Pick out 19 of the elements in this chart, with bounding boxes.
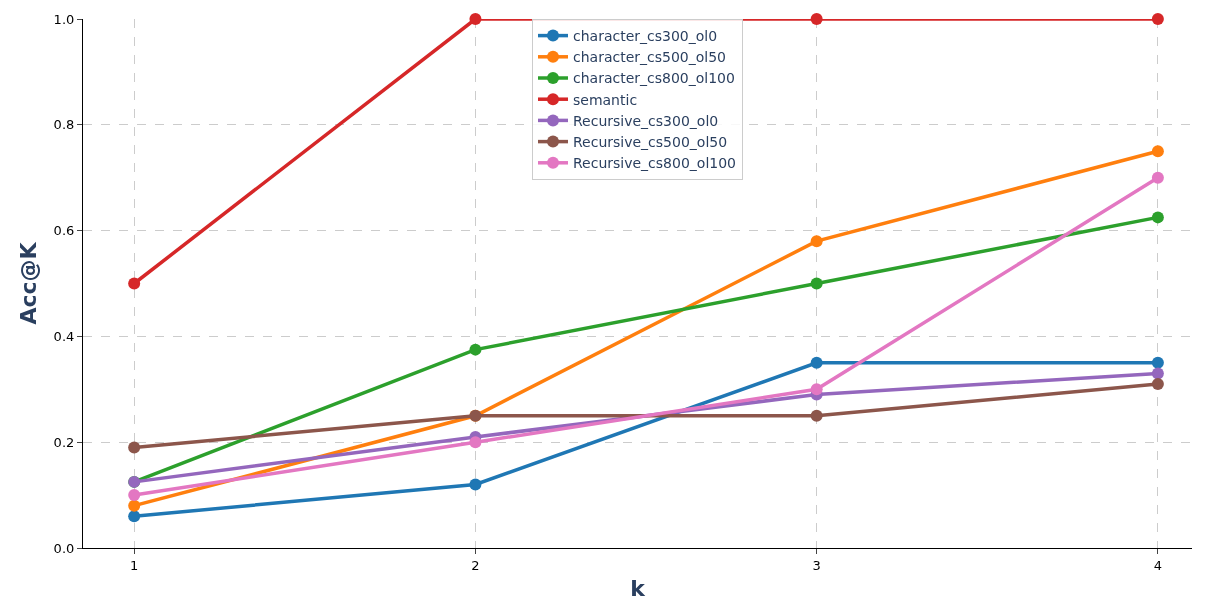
legend-label: Recursive_cs500_ol50 — [573, 134, 728, 151]
y-tick-label: 0.8 — [53, 117, 75, 133]
legend-label: character_cs300_ol0 — [573, 28, 718, 45]
x-tick-label: 3 — [812, 557, 821, 573]
legend-label: Recursive_cs300_ol0 — [573, 112, 719, 129]
x-tick-label: 1 — [130, 557, 139, 573]
x-axis-title: k — [630, 575, 647, 601]
x-tick-label: 2 — [471, 557, 480, 573]
legend-label: semantic — [573, 91, 638, 108]
legend-label: character_cs500_ol50 — [573, 49, 727, 66]
y-tick-label: 0.0 — [53, 540, 75, 556]
legend-label: Recursive_cs800_ol100 — [573, 155, 737, 172]
legend-label: character_cs800_ol100 — [573, 70, 735, 87]
y-tick-label: 0.2 — [53, 434, 75, 450]
y-tick-label: 0.4 — [53, 328, 75, 344]
y-tick-label: 1.0 — [53, 11, 75, 27]
y-tick-label: 0.6 — [53, 223, 75, 239]
x-tick-label: 4 — [1153, 557, 1163, 573]
y-axis-title: Acc@K — [16, 241, 42, 325]
